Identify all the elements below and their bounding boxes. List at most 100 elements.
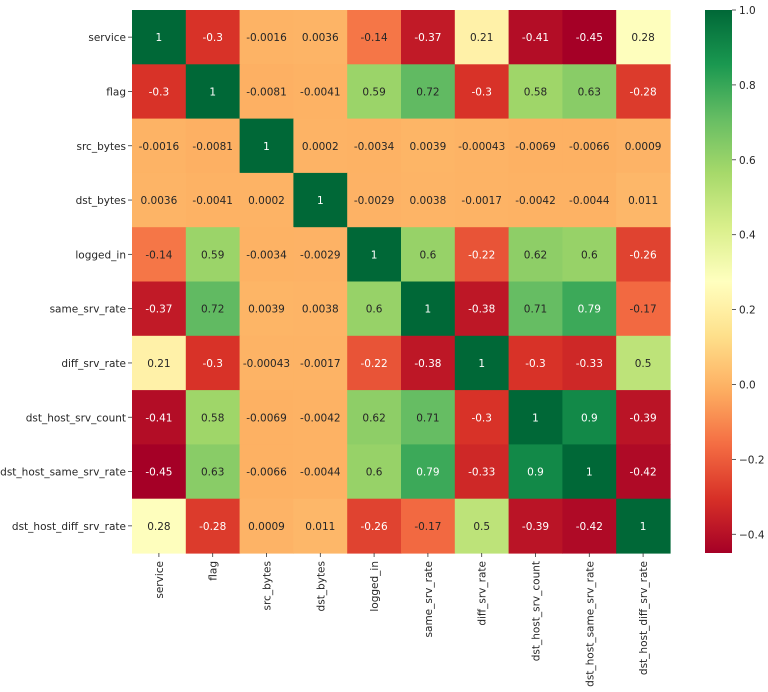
cell-annotation: -0.0069	[515, 141, 556, 153]
heatmap-cell	[454, 172, 510, 228]
heatmap-cell	[508, 118, 563, 174]
cell-annotation: -0.26	[361, 521, 388, 533]
cell-annotation: 0.6	[581, 249, 598, 261]
y-tick-label: diff_srv_rate	[61, 358, 126, 370]
heatmap-cell	[132, 335, 187, 391]
cell-annotation: -0.0044	[300, 467, 341, 479]
cell-annotation: -0.00043	[458, 141, 505, 153]
heatmap-cell	[616, 118, 671, 174]
cell-annotation: -0.39	[522, 521, 549, 533]
heatmap-cell	[347, 172, 402, 228]
cell-annotation: -0.22	[361, 358, 388, 370]
heatmap-cell	[293, 281, 348, 337]
cell-annotation: 0.71	[524, 304, 547, 316]
heatmap-cell	[347, 64, 402, 120]
cell-annotation: -0.00043	[243, 358, 290, 370]
x-tick-label: service	[154, 561, 166, 599]
x-tick-label: logged_in	[369, 561, 381, 612]
heatmap-cell	[185, 227, 241, 283]
heatmap-cell	[293, 335, 348, 391]
heatmap-cell	[562, 281, 617, 337]
cell-annotation: 0.63	[201, 467, 224, 479]
heatmap-cell	[347, 335, 402, 391]
heatmap-cell	[508, 172, 563, 228]
cell-annotation: -0.0069	[246, 412, 287, 424]
heatmap-cell	[293, 10, 348, 65]
cell-annotation: -0.0017	[300, 358, 341, 370]
heatmap-cell	[562, 172, 617, 228]
heatmap-cell	[185, 335, 241, 391]
cell-annotation: 1	[156, 32, 163, 44]
heatmap-cell	[616, 172, 671, 228]
cell-annotation: 0.0009	[248, 521, 285, 533]
x-tick-label: dst_host_diff_srv_rate	[638, 561, 650, 675]
y-tick-label: dst_host_diff_srv_rate	[12, 521, 126, 533]
cell-annotation: 0.79	[416, 467, 439, 479]
heatmap-cell	[293, 227, 348, 283]
heatmap-cell	[616, 335, 671, 391]
heatmap-cell	[132, 64, 187, 120]
cell-annotation: -0.22	[468, 249, 495, 261]
heatmap-cell	[132, 227, 187, 283]
cell-annotation: 0.59	[201, 249, 224, 261]
heatmap-cell	[616, 10, 671, 65]
heatmap-cell	[401, 64, 456, 120]
heatmap-cell	[508, 444, 563, 500]
heatmap-cell	[239, 172, 294, 228]
cell-annotation: 1	[586, 467, 593, 479]
heatmap-cell	[239, 64, 294, 120]
heatmap-cell	[293, 498, 348, 554]
y-tick-label: flag	[106, 86, 126, 98]
cell-annotation: -0.0016	[139, 141, 180, 153]
heatmap-cell	[293, 172, 348, 228]
cell-annotation: -0.0041	[300, 86, 341, 98]
heatmap-cell	[293, 390, 348, 445]
heatmap-cell	[508, 10, 563, 65]
cell-annotation: 0.58	[524, 86, 547, 98]
cell-annotation: 0.0039	[410, 141, 447, 153]
cell-annotation: 1	[317, 195, 324, 207]
cell-annotation: -0.3	[202, 358, 223, 370]
cell-annotation: -0.42	[630, 467, 657, 479]
cell-annotation: -0.45	[145, 467, 172, 479]
cell-annotation: 0.0036	[141, 195, 178, 207]
heatmap-cell	[132, 444, 187, 500]
cell-annotation: 0.0002	[302, 141, 339, 153]
cell-annotation: -0.3	[471, 86, 492, 98]
colorbar-tick-label: 0.2	[739, 305, 756, 317]
colorbar-tick-label: 0.0	[739, 379, 756, 391]
heatmap-cell	[562, 444, 617, 500]
heatmap-cell	[616, 444, 671, 500]
cell-annotation: -0.33	[468, 467, 495, 479]
heatmap-cell	[132, 10, 187, 65]
heatmap-cell	[454, 281, 510, 337]
cell-annotation: -0.14	[145, 249, 172, 261]
heatmap-cell	[347, 281, 402, 337]
cell-annotation: -0.26	[630, 249, 657, 261]
heatmap-cell	[132, 118, 187, 174]
heatmap-cell	[401, 390, 456, 445]
heatmap-cell	[347, 227, 402, 283]
cell-annotation: 0.71	[416, 412, 439, 424]
heatmap-cell	[347, 390, 402, 445]
cell-annotation: 1	[532, 412, 539, 424]
colorbar-tick-label: −0.4	[739, 529, 765, 541]
cell-annotation: -0.38	[414, 358, 441, 370]
x-tick-label: same_srv_rate	[423, 561, 435, 637]
cell-annotation: -0.0081	[192, 141, 233, 153]
cell-annotation: -0.39	[630, 412, 657, 424]
cell-annotation: 0.6	[366, 304, 383, 316]
y-tick-label: src_bytes	[76, 141, 126, 153]
cell-annotation: -0.37	[414, 32, 441, 44]
heatmap-cell	[401, 10, 456, 65]
heatmap-cell	[401, 498, 456, 554]
heatmap-cell	[562, 227, 617, 283]
heatmap-cell	[401, 444, 456, 500]
heatmap-cell	[347, 10, 402, 65]
heatmap-cell	[239, 390, 294, 445]
cell-annotation: 0.62	[524, 249, 547, 261]
heatmap-cells: 1 -0.3 -0.0016 0.0036 -0.14 -0.37 0.21 -0.41 -0.…	[132, 10, 671, 554]
heatmap-cell	[616, 281, 671, 337]
cell-annotation: 0.9	[581, 412, 598, 424]
